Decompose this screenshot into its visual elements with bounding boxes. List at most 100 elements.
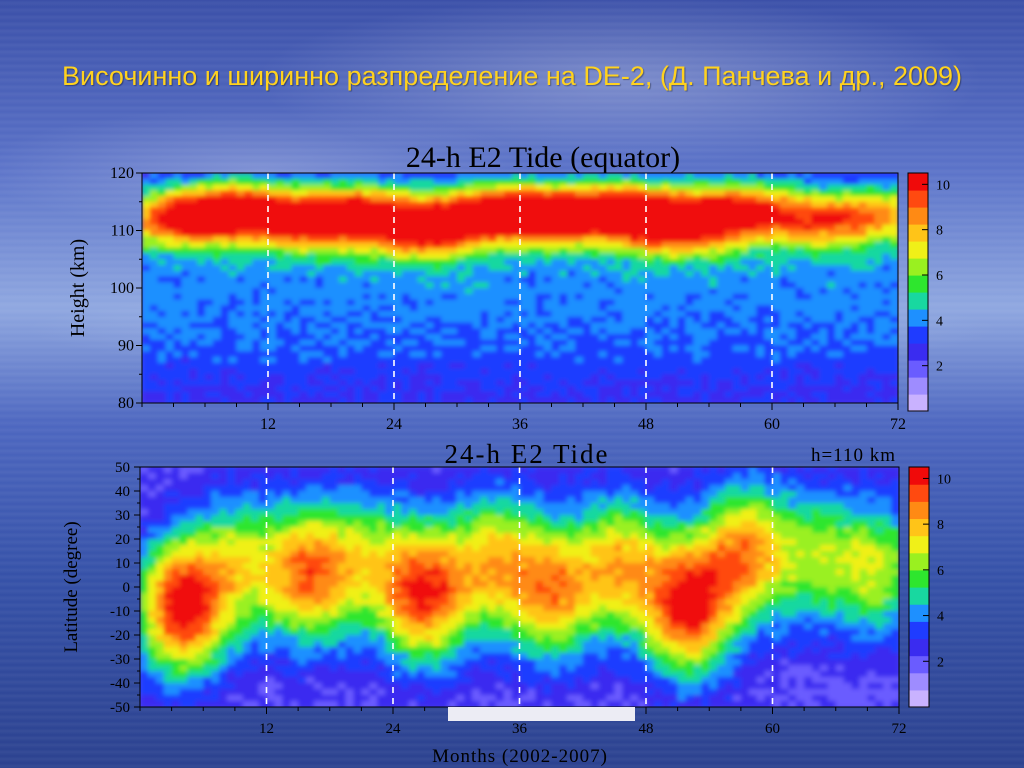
heatmap-cell [457,259,466,266]
heatmap-cell [472,397,482,403]
heatmap-cell [811,224,821,232]
heatmap-cell [803,190,813,197]
heatmap-cell [527,357,537,364]
heatmap-cell [409,357,419,364]
heatmap-cell [275,357,285,364]
heatmap-cell [313,671,323,678]
heatmap-cell [622,259,632,266]
heatmap-cell [212,380,222,387]
heatmap-cell [653,339,663,347]
heatmap-cell [147,551,157,558]
heatmap-cell [354,219,364,226]
heatmap-cell [512,374,521,381]
heatmap-cell [268,345,277,353]
heatmap-cell [866,339,876,347]
heatmap-cell [315,270,324,278]
heatmap-cell [346,293,356,301]
heatmap-cell [354,345,364,353]
heatmap-cell [764,351,773,358]
heatmap-cell [819,299,828,307]
heatmap-cell [890,334,898,341]
heatmap-cell [842,196,852,203]
heatmap-cell [274,599,284,606]
heatmap-cell [189,362,198,370]
heatmap-cell [323,265,332,272]
heatmap-cell [236,242,246,249]
heatmap-cell [394,328,403,335]
heatmap-cell [606,397,616,403]
heatmap-cell [512,316,521,324]
heatmap-cell [441,242,450,249]
heatmap-cell [329,551,339,558]
heatmap-cell [220,265,230,272]
heatmap-cell [583,184,592,192]
heatmap-cell [685,334,695,341]
heatmap-cell [211,467,220,474]
heatmap-cell [290,599,299,606]
heatmap-cell [203,605,212,612]
heatmap-cell [306,557,315,564]
heatmap-cell [835,380,844,387]
heatmap-cell [795,213,805,220]
heatmap-cell [211,599,220,606]
heatmap-cell [669,351,679,358]
heatmap-cell [313,695,323,702]
heatmap-cell [234,587,244,594]
heatmap-cell [488,293,498,301]
heatmap-cell [756,178,765,186]
heatmap-cell [638,178,647,186]
heatmap-cell [551,362,561,370]
heatmap-cell [362,288,372,295]
heatmap-cell [764,293,773,301]
heatmap-cell [187,665,197,672]
heatmap-cell [142,247,151,255]
heatmap-cell [882,305,891,312]
heatmap-cell [401,270,411,278]
heatmap-cell [291,288,301,295]
heatmap-cell [220,276,230,284]
heatmap-cell [472,391,482,399]
heatmap-cell [858,293,868,301]
heatmap-cell [211,605,220,612]
heatmap-cell [386,236,395,243]
heatmap-cell [266,503,276,510]
heatmap-cell [535,282,545,289]
heatmap-cell [283,311,293,318]
heatmap-cell [449,305,458,312]
heatmap-cell [646,391,655,399]
heatmap-cell [441,230,450,238]
heatmap-cell [646,339,655,347]
heatmap-cell [394,362,403,370]
heatmap-cell [315,247,324,255]
heatmap-cell [337,653,347,660]
heatmap-cell [701,224,710,232]
heatmap-cell [425,385,435,393]
heatmap-cell [282,575,292,582]
heatmap-cell [337,557,347,564]
heatmap-cell [638,282,647,289]
heatmap-cell [551,334,561,341]
heatmap-cell [258,485,268,492]
heatmap-cell [211,647,220,654]
heatmap-cell [732,334,742,341]
heatmap-cell [732,230,742,238]
heatmap-cell [274,539,284,546]
heatmap-cell [874,230,884,238]
heatmap-cell [638,345,647,353]
heatmap-cell [504,184,513,192]
heatmap-cell [306,563,315,570]
heatmap-cell [551,190,561,197]
heatmap-cell [575,357,584,364]
heatmap-cell [321,665,331,672]
heatmap-cell [181,385,191,393]
heatmap-cell [622,224,632,232]
heatmap-cell [323,213,332,220]
heatmap-cell [338,311,348,318]
heatmap-cell [147,485,157,492]
heatmap-cell [219,659,228,666]
heatmap-cell [189,247,198,255]
heatmap-cell [203,545,212,552]
heatmap-cell [764,213,773,220]
heatmap-cell [441,334,450,341]
